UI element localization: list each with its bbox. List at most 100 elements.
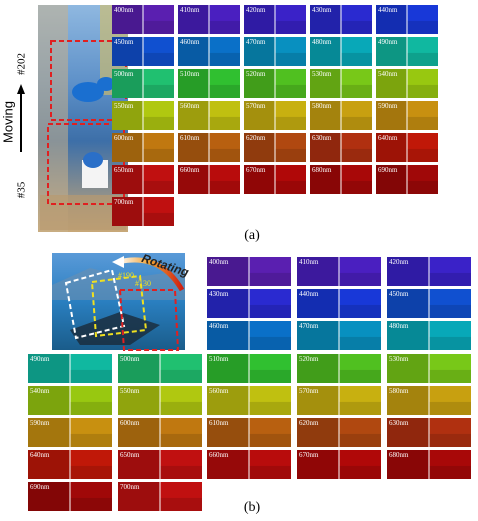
wavelength-label: 450nm	[114, 38, 134, 46]
wavelength-label: 400nm	[114, 6, 134, 14]
wavelength-label: 460nm	[209, 322, 229, 330]
tile-shade	[70, 433, 112, 447]
tile-shade	[143, 212, 174, 226]
wavelength-label: 470nm	[299, 322, 319, 330]
tile-shade	[160, 369, 202, 383]
tile-shade	[310, 37, 341, 66]
wavelength-label: 470nm	[246, 38, 266, 46]
scene-image-b	[52, 253, 185, 351]
wavelength-label: 670nm	[246, 166, 266, 174]
tile-shade	[429, 272, 471, 286]
tile-shade	[376, 37, 407, 66]
wavelength-label: 410nm	[299, 258, 319, 266]
tile-shade	[28, 418, 70, 447]
tile-shade	[297, 418, 339, 447]
tile-shade	[249, 465, 291, 479]
tile-shade	[341, 20, 372, 34]
tile-shade	[310, 101, 341, 130]
caption: (a)	[244, 228, 260, 243]
wavelength-label: 610nm	[209, 419, 229, 427]
tile-shade	[209, 180, 240, 194]
wavelength-label: 500nm	[120, 355, 140, 363]
wavelength-label: 600nm	[114, 134, 134, 142]
wavelength-label: 680nm	[312, 166, 332, 174]
tile-shade	[143, 180, 174, 194]
tile-shade	[244, 5, 275, 34]
tile-shade	[207, 257, 249, 286]
wavelength-label: 440nm	[378, 6, 398, 14]
tile-shade	[112, 165, 143, 194]
tile-shade	[28, 354, 70, 383]
wavelength-label: 660nm	[209, 451, 229, 459]
tile-shade	[143, 52, 174, 66]
tile-shade	[244, 133, 275, 162]
wavelength-label: 420nm	[389, 258, 409, 266]
tile-shade	[407, 116, 438, 130]
tile-shade	[429, 401, 471, 415]
wavelength-label: 570nm	[246, 102, 266, 110]
frame-label: #35	[16, 181, 28, 198]
tile-shade	[249, 401, 291, 415]
tile-shade	[70, 465, 112, 479]
tile-shade	[429, 369, 471, 383]
tile-shade	[387, 354, 429, 383]
tile-shade	[249, 433, 291, 447]
tile-shade	[297, 386, 339, 415]
tile-shade	[249, 272, 291, 286]
tile-shade	[376, 101, 407, 130]
tile-shade	[160, 433, 202, 447]
tile-shade	[178, 37, 209, 66]
tile-shade	[339, 272, 381, 286]
tile-shade	[70, 401, 112, 415]
tile-shade	[429, 336, 471, 350]
wavelength-label: 640nm	[30, 451, 50, 459]
tile-shade	[376, 165, 407, 194]
tile-shade	[310, 165, 341, 194]
wavelength-label: 600nm	[120, 419, 140, 427]
wavelength-label: 510nm	[180, 70, 200, 78]
tile-shade	[118, 354, 160, 383]
tile-shade	[160, 465, 202, 479]
tile-shade	[310, 5, 341, 34]
tile-shade	[387, 321, 429, 350]
tile-shade	[387, 386, 429, 415]
tile-shade	[209, 20, 240, 34]
tile-shade	[118, 482, 160, 511]
tile-shade	[341, 84, 372, 98]
tile-shade	[249, 336, 291, 350]
tile-shade	[341, 148, 372, 162]
tile-shade	[339, 304, 381, 318]
tile-shade	[341, 116, 372, 130]
tile-shade	[249, 369, 291, 383]
tile-shade	[297, 289, 339, 318]
tile-shade	[207, 354, 249, 383]
tile-shade	[429, 465, 471, 479]
tile-shade	[112, 197, 143, 226]
tile-shade	[275, 180, 306, 194]
tile-shade	[249, 304, 291, 318]
tile-shade	[160, 497, 202, 511]
tile-shade	[339, 336, 381, 350]
tile-shade	[70, 369, 112, 383]
wavelength-label: 550nm	[120, 387, 140, 395]
tile-shade	[387, 289, 429, 318]
wavelength-label: 690nm	[30, 483, 50, 491]
tile-shade	[209, 116, 240, 130]
wavelength-label: 700nm	[114, 198, 134, 206]
tile-shade	[143, 116, 174, 130]
wavelength-label: 480nm	[312, 38, 332, 46]
wavelength-label: 540nm	[30, 387, 50, 395]
wavelength-label: 420nm	[246, 6, 266, 14]
wavelength-label: 670nm	[299, 451, 319, 459]
tile-shade	[310, 133, 341, 162]
wavelength-label: 430nm	[209, 290, 229, 298]
tile-shade	[297, 450, 339, 479]
tile-shade	[209, 84, 240, 98]
wavelength-label: 580nm	[312, 102, 332, 110]
wavelength-label: 590nm	[378, 102, 398, 110]
wavelength-label: 560nm	[180, 102, 200, 110]
wavelength-label: 530nm	[389, 355, 409, 363]
motion-arrow-head	[17, 84, 25, 94]
tile-shade	[112, 5, 143, 34]
